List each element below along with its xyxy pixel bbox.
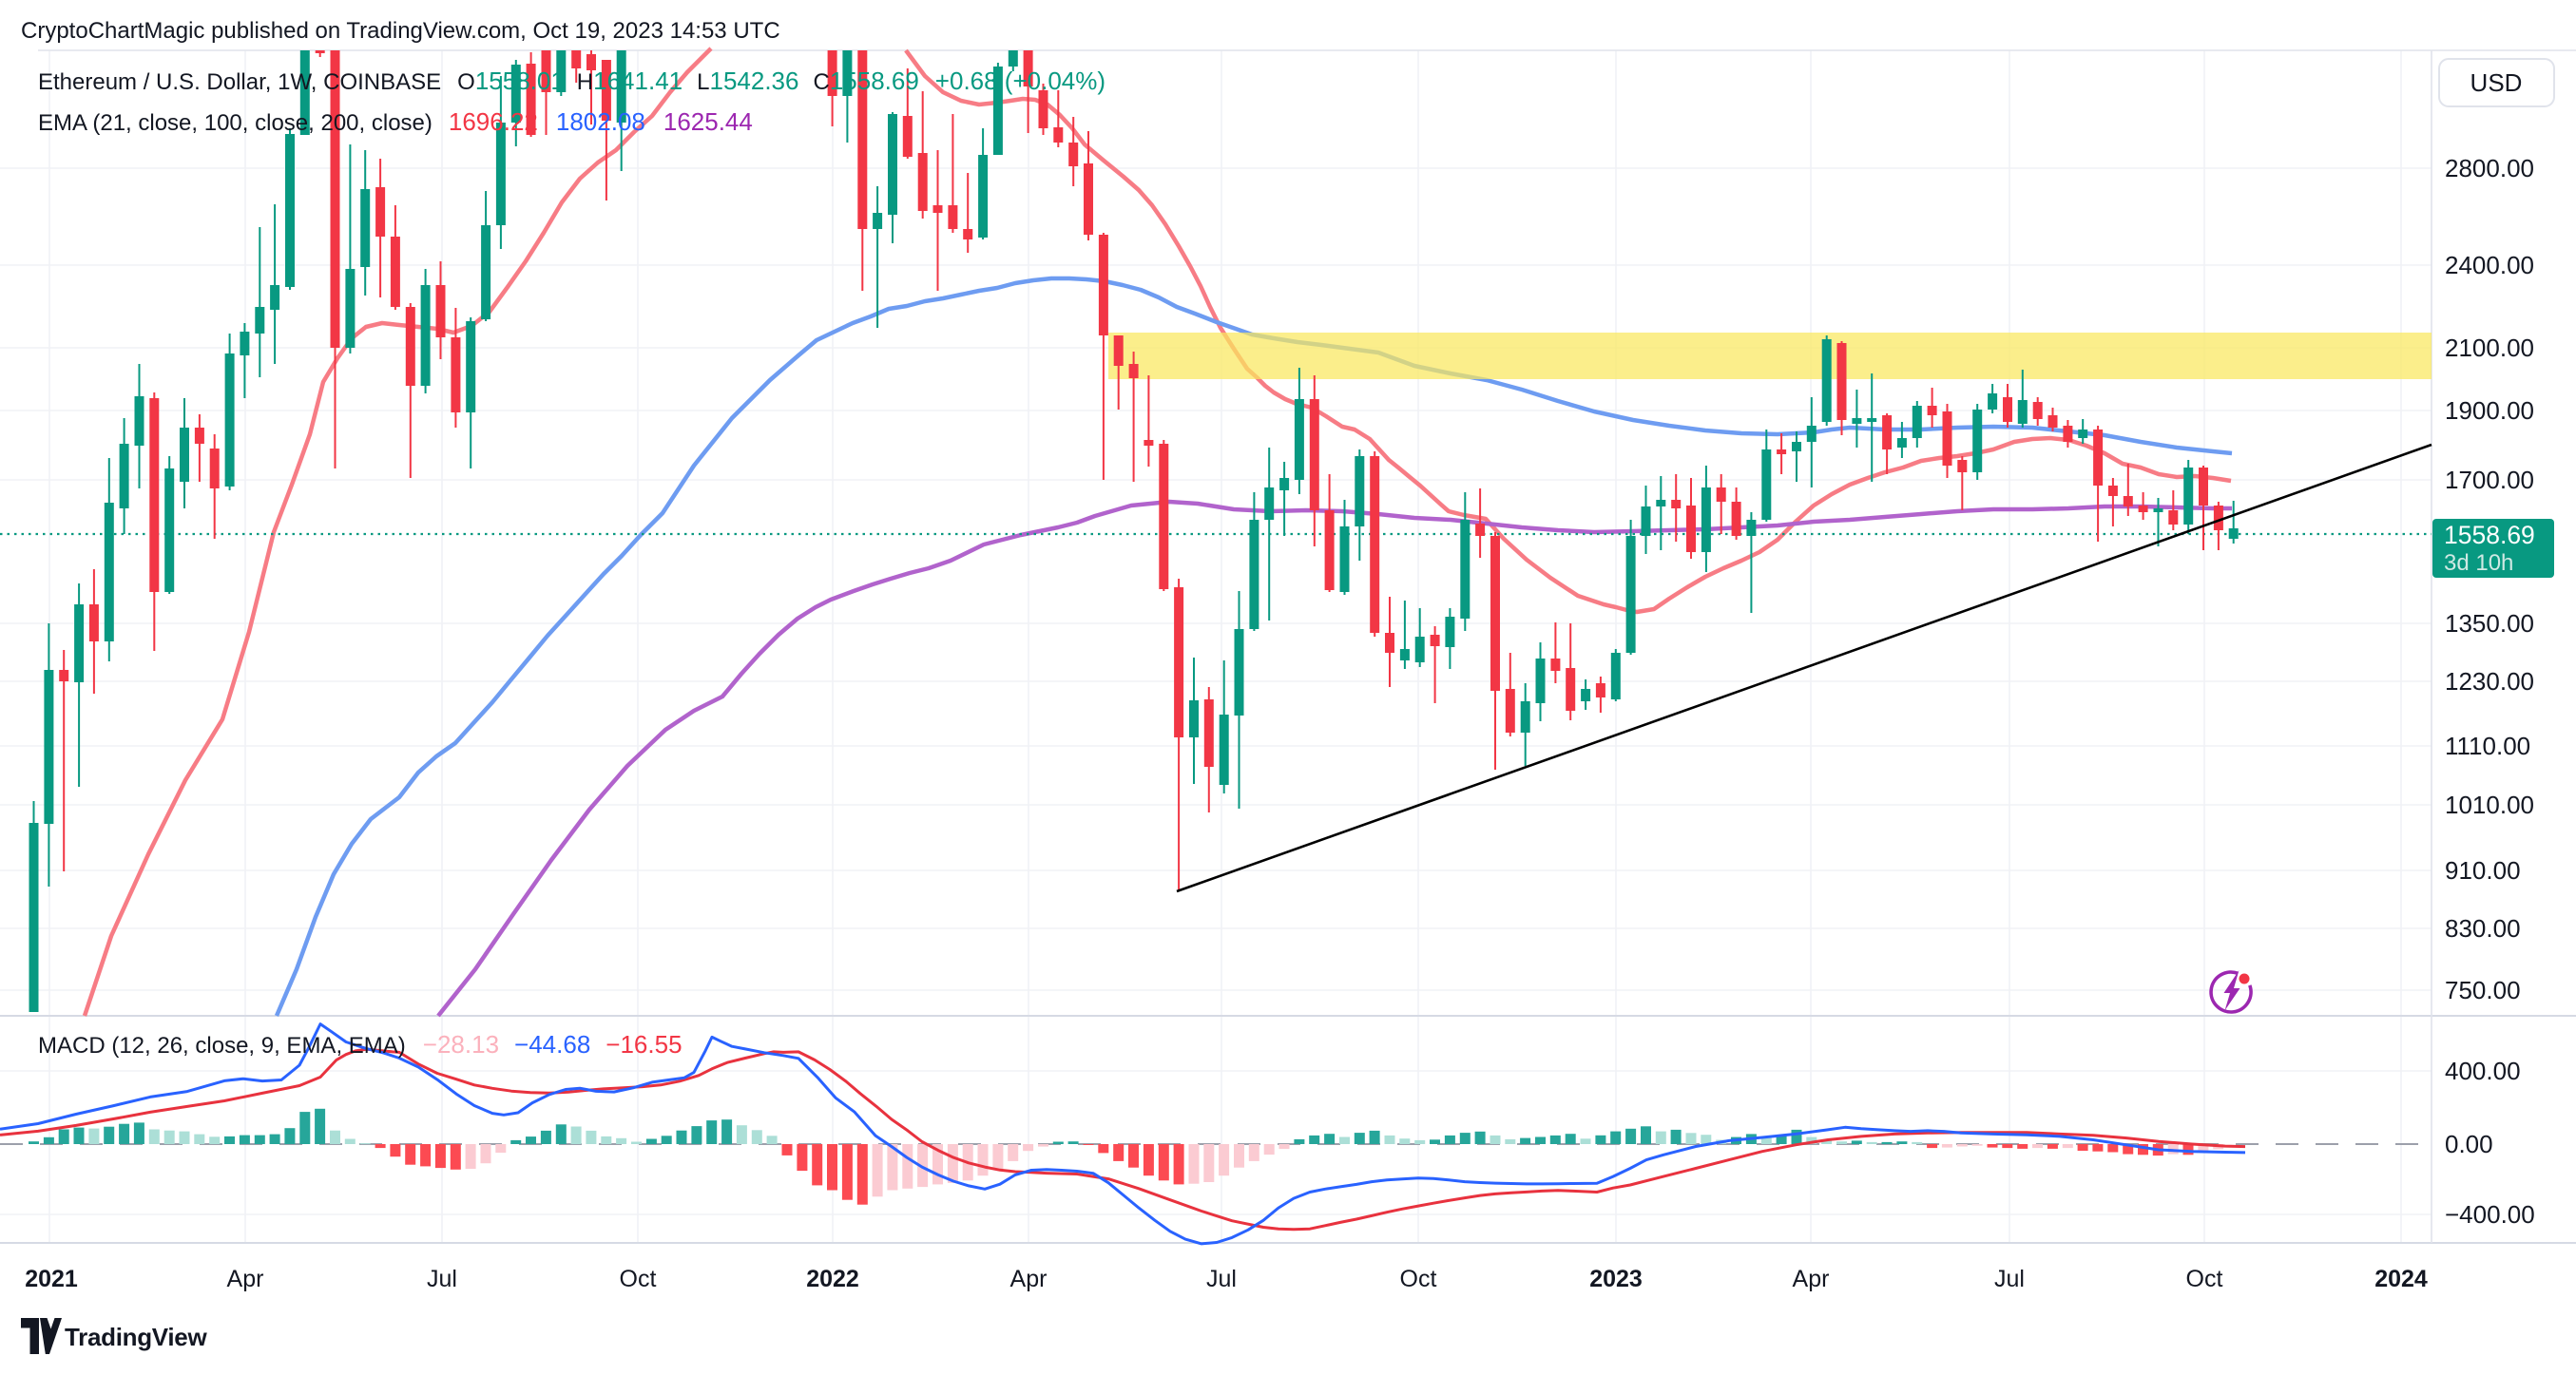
svg-text:USD: USD	[2470, 68, 2523, 97]
svg-text:Jul: Jul	[427, 1266, 457, 1292]
svg-text:750.00: 750.00	[2445, 976, 2521, 1004]
svg-text:Oct: Oct	[2186, 1266, 2223, 1292]
svg-text:0.00: 0.00	[2445, 1130, 2493, 1158]
svg-text:2022: 2022	[806, 1266, 859, 1292]
svg-text:Jul: Jul	[1994, 1266, 2025, 1292]
svg-text:1900.00: 1900.00	[2445, 396, 2534, 425]
svg-text:1700.00: 1700.00	[2445, 466, 2534, 494]
svg-text:2023: 2023	[1589, 1266, 1643, 1292]
svg-text:Apr: Apr	[1010, 1266, 1048, 1292]
svg-text:2400.00: 2400.00	[2445, 251, 2534, 279]
svg-text:−400.00: −400.00	[2445, 1200, 2535, 1229]
svg-text:1010.00: 1010.00	[2445, 791, 2534, 819]
svg-text:Apr: Apr	[1793, 1266, 1830, 1292]
svg-text:2800.00: 2800.00	[2445, 154, 2534, 182]
svg-text:1558.69: 1558.69	[2444, 521, 2535, 549]
svg-text:Apr: Apr	[227, 1266, 264, 1292]
svg-text:CryptoChartMagic published on: CryptoChartMagic published on TradingVie…	[21, 18, 780, 44]
svg-text:1110.00: 1110.00	[2445, 732, 2530, 760]
svg-text:2024: 2024	[2374, 1266, 2428, 1292]
svg-text:830.00: 830.00	[2445, 914, 2521, 943]
svg-text:Oct: Oct	[1400, 1266, 1437, 1292]
svg-text:2021: 2021	[25, 1266, 78, 1292]
svg-text:MACD (12, 26, close, 9, EMA, E: MACD (12, 26, close, 9, EMA, EMA) −28.13−…	[38, 1030, 682, 1059]
svg-text:2100.00: 2100.00	[2445, 334, 2534, 362]
svg-text:1230.00: 1230.00	[2445, 667, 2534, 696]
svg-text:3d 10h: 3d 10h	[2444, 550, 2513, 576]
svg-text:EMA (21, close, 100, close, 20: EMA (21, close, 100, close, 200, close) 1…	[38, 107, 753, 136]
svg-text:1350.00: 1350.00	[2445, 609, 2534, 638]
svg-text:910.00: 910.00	[2445, 856, 2521, 885]
svg-text:Jul: Jul	[1206, 1266, 1237, 1292]
svg-text:TradingView: TradingView	[65, 1323, 207, 1351]
svg-text:400.00: 400.00	[2445, 1057, 2521, 1085]
svg-text:Oct: Oct	[620, 1266, 657, 1292]
